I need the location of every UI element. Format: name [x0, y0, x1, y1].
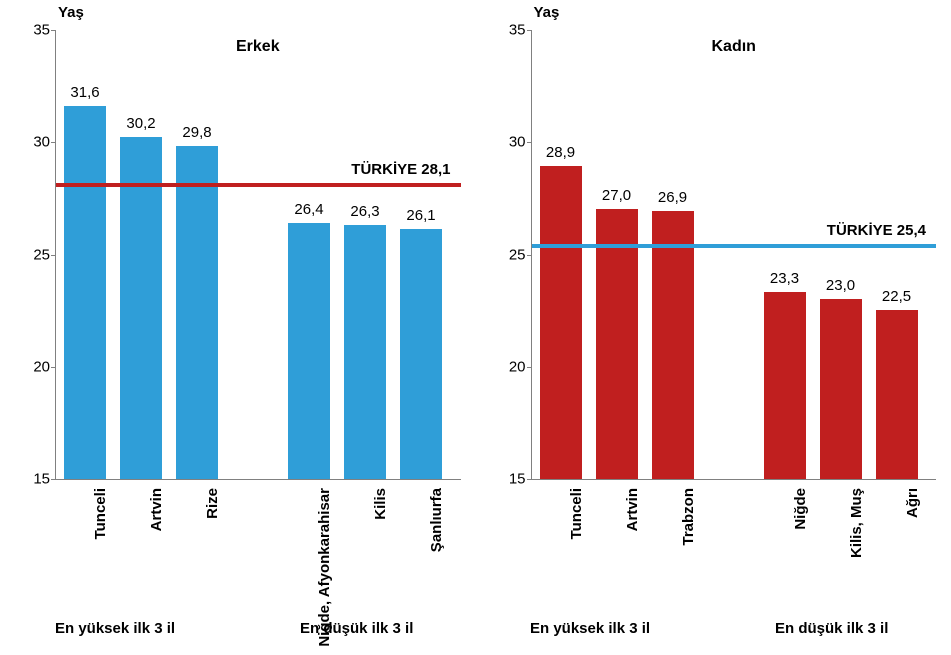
bar-value-label: 26,3 — [344, 203, 386, 220]
ytick-label: 35 — [496, 22, 526, 39]
x-tick-label: Kilis — [372, 488, 389, 520]
ytick-label: 25 — [20, 246, 50, 263]
bar: 30,2 — [120, 137, 162, 479]
ytick-label: 35 — [20, 22, 50, 39]
reference-line-male — [56, 183, 461, 187]
bar: 23,0 — [820, 299, 862, 479]
bar-value-label: 26,9 — [652, 189, 694, 206]
footer-labels: En yüksek ilk 3 il En düşük ilk 3 il En … — [0, 620, 951, 645]
x-tick-label: Şanlıurfa — [428, 488, 445, 552]
x-tick-label: Niğde — [792, 488, 809, 530]
bars-female: 28,9Tunceli27,0Artvin26,9Trabzon23,3Niğd… — [532, 30, 937, 479]
y-axis-label-female: Yaş — [534, 4, 560, 21]
x-tick-label: Artvin — [148, 488, 165, 531]
bar-value-label: 26,1 — [400, 207, 442, 224]
ytick-label: 20 — [496, 358, 526, 375]
bar-value-label: 27,0 — [596, 187, 638, 204]
x-tick-label: Tunceli — [568, 488, 585, 539]
x-tick-label: Trabzon — [680, 488, 697, 546]
footer-high-male: En yüksek ilk 3 il — [55, 620, 175, 637]
bars-male: 31,6Tunceli30,2Artvin29,8Rize26,4Niğde, … — [56, 30, 461, 479]
bar: 28,9 — [540, 166, 582, 479]
plot-area-male: 15 20 25 30 35 31,6Tunceli30,2Artvin29,8… — [55, 30, 461, 480]
ytick-mark — [527, 479, 532, 480]
bar-value-label: 28,9 — [540, 144, 582, 161]
x-tick-label: Rize — [204, 488, 221, 519]
bar: 26,1 — [400, 229, 442, 479]
ytick-mark — [51, 479, 56, 480]
x-tick-label: Kilis, Muş — [848, 488, 865, 558]
plot-area-female: 15 20 25 30 35 28,9Tunceli27,0Artvin26,9… — [531, 30, 937, 480]
ytick-label: 25 — [496, 246, 526, 263]
ytick-label: 30 — [496, 134, 526, 151]
bar-value-label: 23,3 — [764, 270, 806, 287]
x-tick-label: Artvin — [624, 488, 641, 531]
bar: 26,9 — [652, 211, 694, 479]
bar: 27,0 — [596, 209, 638, 479]
bar-value-label: 22,5 — [876, 288, 918, 305]
ytick-label: 15 — [496, 471, 526, 488]
bar-value-label: 26,4 — [288, 201, 330, 218]
x-tick-label: Tunceli — [92, 488, 109, 539]
x-tick-label: Ağrı — [904, 488, 921, 518]
bar-value-label: 30,2 — [120, 115, 162, 132]
y-axis-label-male: Yaş — [58, 4, 84, 21]
bar-value-label: 29,8 — [176, 124, 218, 141]
footer-low-female: En düşük ilk 3 il — [775, 620, 888, 637]
chart-panels: Yaş Erkek 15 20 25 30 35 31,6Tunceli30,2… — [0, 0, 951, 620]
panel-female: Yaş Kadın 15 20 25 30 35 28,9Tunceli27,0… — [476, 0, 951, 620]
reference-line-female — [532, 244, 937, 248]
footer-low-male: En düşük ilk 3 il — [300, 620, 413, 637]
bar: 23,3 — [764, 292, 806, 479]
panel-male: Yaş Erkek 15 20 25 30 35 31,6Tunceli30,2… — [0, 0, 476, 620]
bar-value-label: 23,0 — [820, 277, 862, 294]
reference-label-male: TÜRKİYE 28,1 — [351, 161, 450, 178]
reference-label-female: TÜRKİYE 25,4 — [827, 222, 926, 239]
ytick-label: 20 — [20, 358, 50, 375]
ytick-label: 15 — [20, 471, 50, 488]
bar: 22,5 — [876, 310, 918, 479]
bar: 26,3 — [344, 225, 386, 479]
bar: 31,6 — [64, 106, 106, 480]
ytick-label: 30 — [20, 134, 50, 151]
bar: 26,4 — [288, 223, 330, 480]
footer-high-female: En yüksek ilk 3 il — [530, 620, 650, 637]
bar-value-label: 31,6 — [64, 84, 106, 101]
bar: 29,8 — [176, 146, 218, 479]
